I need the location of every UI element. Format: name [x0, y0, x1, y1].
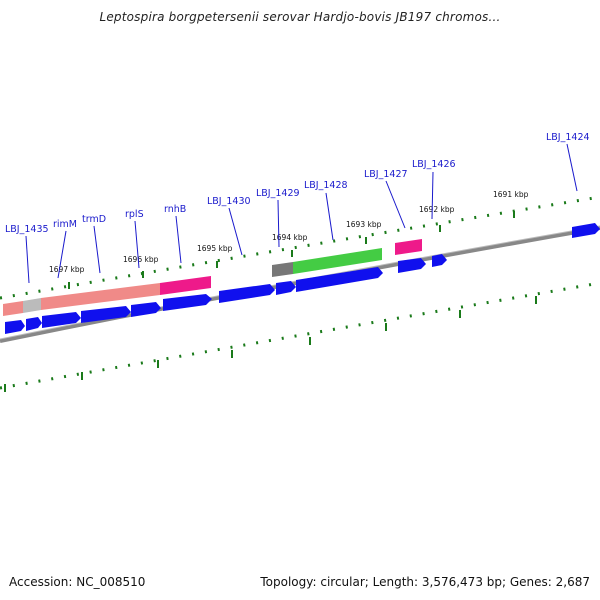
gene-label-lbj-1426[interactable]: LBJ_1426	[412, 159, 456, 170]
gene-label-lbj-1429[interactable]: LBJ_1429	[256, 188, 300, 199]
lower-major-ticks	[4, 296, 537, 392]
feature-track	[3, 239, 422, 316]
gene-label-rimm[interactable]: rimM	[53, 219, 77, 230]
cds-arrow[interactable]	[5, 320, 25, 334]
cds-arrow[interactable]	[131, 302, 161, 317]
gene-label-lbj-1427[interactable]: LBJ_1427	[364, 169, 408, 180]
feature-salmon-left[interactable]	[3, 301, 23, 316]
cds-arrow[interactable]	[276, 281, 296, 295]
cds-arrow[interactable]	[432, 254, 447, 267]
label-leaders	[25, 143, 578, 284]
kbp-label-1691: 1691 kbp	[493, 190, 529, 199]
cds-arrow[interactable]	[572, 223, 600, 238]
genome-summary-text: Topology: circular; Length: 3,576,473 bp…	[260, 575, 590, 589]
kbp-label-1693: 1693 kbp	[346, 220, 382, 229]
cds-arrow[interactable]	[219, 284, 275, 303]
feature-green-1428[interactable]	[293, 248, 382, 274]
cds-track	[5, 223, 600, 334]
map-title: Leptospira borgpetersenii serovar Hardjo…	[99, 10, 501, 24]
feature-magenta-rnhb[interactable]	[160, 276, 211, 295]
gene-label-lbj-1428[interactable]: LBJ_1428	[304, 180, 348, 191]
gene-label-lbj-1430[interactable]: LBJ_1430	[207, 196, 251, 207]
cds-arrow[interactable]	[163, 294, 212, 311]
kbp-label-1695: 1695 kbp	[197, 244, 233, 253]
cds-arrow[interactable]	[398, 258, 426, 273]
kbp-label-1694: 1694 kbp	[272, 233, 308, 242]
gene-label-rpls[interactable]: rplS	[125, 209, 144, 220]
kbp-label-1692: 1692 kbp	[419, 205, 455, 214]
gene-label-lbj-1435[interactable]: LBJ_1435	[5, 224, 49, 235]
cds-arrow[interactable]	[296, 267, 383, 292]
accession-text: Accession: NC_008510	[9, 575, 146, 589]
gene-label-lbj-1424[interactable]: LBJ_1424	[546, 132, 590, 143]
kbp-label-1696: 1696 kbp	[123, 255, 159, 264]
feature-magenta-1427[interactable]	[395, 239, 422, 255]
cds-arrow[interactable]	[26, 317, 42, 331]
kbp-label-1697: 1697 kbp	[49, 265, 85, 274]
gene-label-trmd[interactable]: trmD	[82, 214, 106, 225]
feature-gray-small[interactable]	[23, 298, 41, 313]
feature-gray-1429[interactable]	[272, 262, 293, 277]
gene-label-rnhb[interactable]: rnhB	[164, 204, 186, 215]
cds-arrow[interactable]	[42, 312, 81, 328]
major-ticks	[68, 211, 515, 289]
feature-salmon-main[interactable]	[41, 283, 160, 310]
cds-arrow[interactable]	[81, 306, 131, 323]
